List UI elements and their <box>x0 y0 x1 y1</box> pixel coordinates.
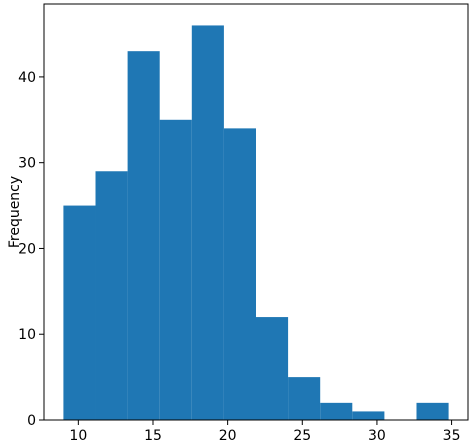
histogram-bar <box>352 411 385 420</box>
histogram-bar <box>223 128 256 420</box>
y-tick-label: 10 <box>18 327 36 343</box>
y-tick-label: 20 <box>18 241 36 257</box>
x-tick-label: 35 <box>443 428 461 443</box>
histogram-bar <box>95 171 128 420</box>
y-tick-label: 0 <box>27 413 36 429</box>
histogram-bar <box>191 25 224 420</box>
y-axis-label: Frequency <box>7 176 23 248</box>
histogram-bar <box>256 317 289 420</box>
x-tick-label: 30 <box>368 428 386 443</box>
y-tick-label: 30 <box>18 156 36 172</box>
x-tick-label: 15 <box>144 428 162 443</box>
x-tick-label: 10 <box>69 428 87 443</box>
x-axis: 10 15 20 25 30 35 <box>69 420 460 443</box>
x-tick-label: 25 <box>293 428 311 443</box>
histogram-bar <box>320 402 353 420</box>
y-tick-label: 40 <box>18 70 36 86</box>
histogram-bar <box>63 205 96 420</box>
x-tick-label: 20 <box>219 428 237 443</box>
histogram-bar <box>127 51 160 420</box>
histogram-bar <box>288 377 321 420</box>
bars-group <box>63 25 449 420</box>
histogram-bar <box>416 402 449 420</box>
histogram-bar <box>159 119 192 420</box>
y-axis: 0 10 20 30 40 <box>18 70 44 429</box>
plot-frame <box>43 3 469 421</box>
